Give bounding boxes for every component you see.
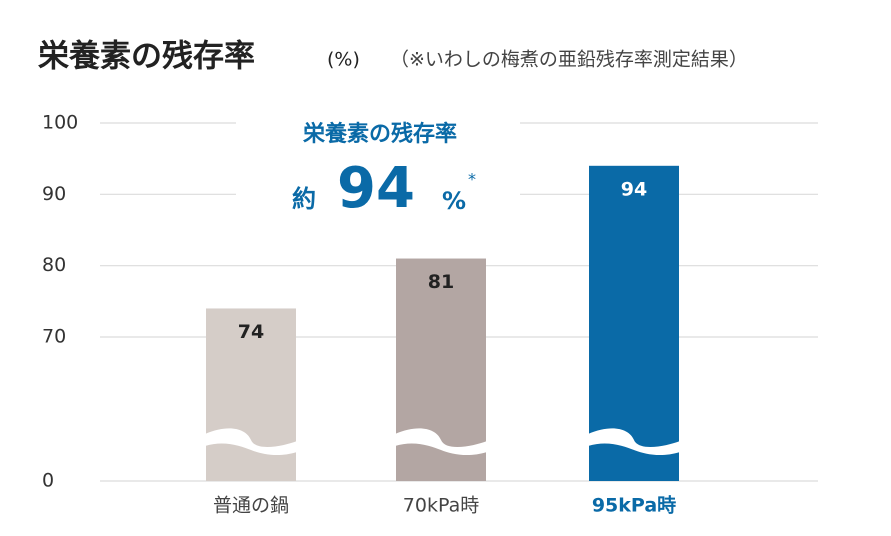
value-label: 74 xyxy=(238,321,264,343)
annotation-prefix: 約 xyxy=(292,185,316,213)
annotation-mark: * xyxy=(468,170,476,189)
annotation-title: 栄養素の残存率 xyxy=(302,121,457,147)
y-tick-label: 90 xyxy=(42,183,66,205)
annotation-bg xyxy=(236,110,520,225)
value-label: 81 xyxy=(428,271,454,293)
y-tick-label: 80 xyxy=(42,254,66,276)
x-tick-label: 普通の鍋 xyxy=(213,495,289,517)
title-unit: (%) xyxy=(327,49,360,71)
y-tick-label: 100 xyxy=(42,112,78,134)
chart-title: 栄養素の残存率 xyxy=(38,39,255,75)
axis-break xyxy=(395,428,487,456)
y-tick-label: 70 xyxy=(42,326,66,348)
bar xyxy=(589,165,679,482)
annotation-value: 94 xyxy=(337,156,415,221)
x-tick-label: 70kPa時 xyxy=(403,495,479,517)
y-tick-label: 0 xyxy=(42,470,54,492)
x-tick-label: 95kPa時 xyxy=(592,495,676,517)
axis-break xyxy=(588,428,680,456)
value-label: 94 xyxy=(621,178,647,200)
axis-break xyxy=(205,428,297,456)
annotation-unit: % xyxy=(442,187,466,215)
chart-subtitle: （※いわしの梅煮の亜鉛残存率測定結果） xyxy=(390,49,748,71)
